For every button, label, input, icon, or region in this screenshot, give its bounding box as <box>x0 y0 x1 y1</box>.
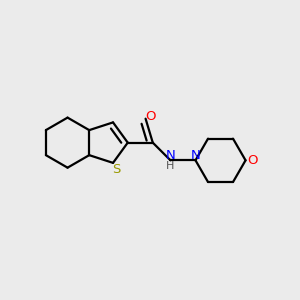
Text: O: O <box>146 110 156 123</box>
Text: S: S <box>112 163 120 176</box>
Text: O: O <box>247 154 257 167</box>
Text: N: N <box>190 148 200 161</box>
Text: H: H <box>166 160 175 171</box>
Text: N: N <box>166 149 175 162</box>
